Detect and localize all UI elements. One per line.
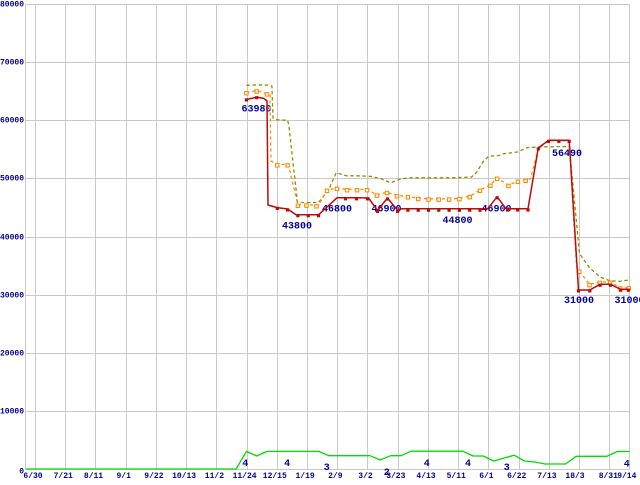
svg-text:44800: 44800: [443, 216, 473, 227]
svg-text:10000: 10000: [0, 408, 24, 417]
svg-text:3/2: 3/2: [358, 472, 373, 480]
svg-text:56490: 56490: [552, 149, 582, 160]
svg-text:40000: 40000: [0, 234, 24, 243]
svg-text:80000: 80000: [0, 1, 24, 10]
svg-text:9/22: 9/22: [144, 472, 163, 480]
svg-text:4: 4: [424, 459, 430, 470]
svg-text:4: 4: [624, 460, 630, 471]
svg-text:43800: 43800: [282, 222, 312, 233]
svg-text:12/15: 12/15: [263, 472, 287, 480]
svg-text:4: 4: [242, 459, 248, 470]
svg-text:70000: 70000: [0, 59, 24, 68]
svg-text:18/3: 18/3: [565, 472, 584, 480]
svg-text:6/22: 6/22: [507, 472, 526, 480]
svg-text:60000: 60000: [0, 117, 24, 126]
svg-text:7/13: 7/13: [537, 472, 556, 480]
svg-text:31000: 31000: [564, 296, 594, 307]
svg-text:31000: 31000: [615, 296, 640, 307]
svg-text:9/1: 9/1: [116, 472, 131, 480]
svg-text:1/19: 1/19: [295, 472, 314, 480]
svg-text:4: 4: [284, 459, 290, 470]
svg-text:46800: 46800: [322, 205, 352, 216]
svg-text:11/2: 11/2: [205, 472, 224, 480]
svg-text:50000: 50000: [0, 175, 24, 184]
svg-text:7/21: 7/21: [54, 472, 73, 480]
svg-text:9/14: 9/14: [617, 472, 636, 480]
svg-text:4/13: 4/13: [416, 472, 435, 480]
svg-text:30000: 30000: [0, 292, 24, 301]
svg-text:2/9: 2/9: [328, 472, 343, 480]
svg-text:10/13: 10/13: [172, 472, 196, 480]
svg-text:11/24: 11/24: [233, 472, 257, 480]
svg-text:8/11: 8/11: [84, 472, 103, 480]
svg-text:8/31: 8/31: [599, 472, 618, 480]
svg-text:6/1: 6/1: [479, 472, 494, 480]
svg-text:20000: 20000: [0, 350, 24, 359]
svg-text:3/23: 3/23: [386, 472, 405, 480]
svg-text:5/11: 5/11: [447, 472, 466, 480]
svg-text:4: 4: [465, 459, 471, 470]
svg-text:6/30: 6/30: [23, 472, 42, 480]
